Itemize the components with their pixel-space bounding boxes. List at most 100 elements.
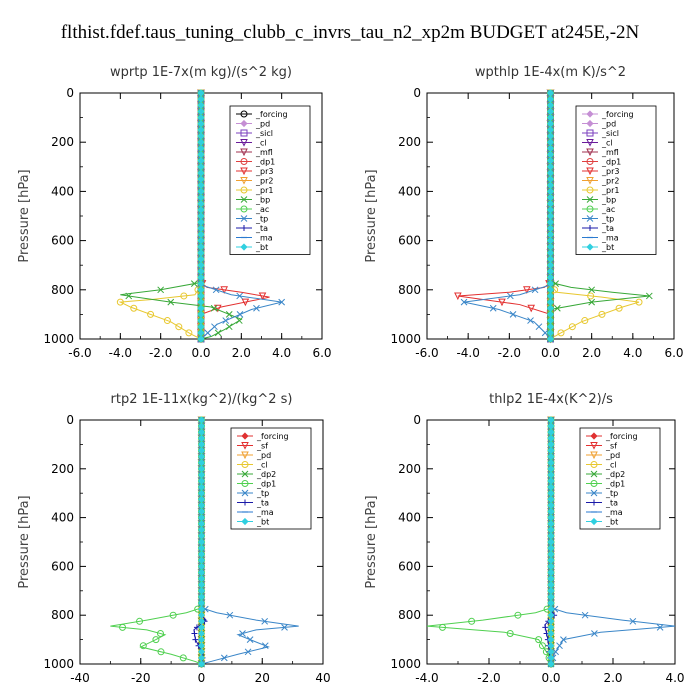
series-line — [120, 93, 243, 340]
x-tick-label: -4.0 — [456, 346, 479, 360]
x-tick-label: 2.0 — [232, 346, 251, 360]
legend-label: _sf — [256, 442, 268, 451]
series-line — [118, 93, 202, 340]
legend-label: _dp1 — [255, 158, 275, 167]
legend-marker — [586, 148, 594, 157]
legend-label: _dp2 — [605, 470, 625, 479]
data-point — [191, 630, 198, 637]
data-point — [588, 286, 596, 294]
y-axis-label: Pressure [hPa] — [364, 169, 379, 262]
legend-label: _bp — [255, 196, 270, 205]
data-point — [507, 292, 514, 300]
legend-marker — [590, 470, 598, 478]
data-point — [246, 636, 254, 643]
legend-marker — [241, 461, 249, 468]
legend-marker — [590, 442, 598, 450]
data-point — [581, 611, 589, 619]
y-tick-label: 1000 — [43, 332, 74, 346]
data-point — [225, 323, 233, 331]
data-point — [119, 623, 127, 631]
chart-panel-2: wpthlp 1E-4x(m K)/s^2 Pressure [hPa] -6.0 -… — [364, 65, 684, 360]
series-bt — [197, 416, 206, 668]
legend-label: _ta — [605, 499, 618, 508]
x-tick-label: 2.0 — [603, 671, 622, 685]
legend-label: _bt — [601, 243, 614, 252]
legend-label: _dp1 — [605, 480, 625, 489]
legend-marker — [240, 158, 248, 165]
legend-marker — [241, 432, 249, 440]
x-tick-label: -6.0 — [415, 346, 438, 360]
data-point — [212, 286, 220, 294]
legend-marker — [240, 148, 248, 157]
legend-marker — [240, 110, 248, 118]
data-point — [157, 286, 165, 294]
data-point — [239, 630, 246, 637]
legend-marker — [590, 517, 598, 526]
legend-marker — [240, 196, 248, 203]
legend-label: _bt — [256, 518, 269, 527]
data-point — [244, 648, 252, 656]
legend-label: _sicl — [255, 129, 273, 138]
data-point — [560, 636, 567, 643]
data-point — [629, 617, 637, 625]
x-tick-label: -4.0 — [415, 671, 438, 685]
data-point — [116, 298, 124, 306]
data-point — [167, 298, 175, 306]
x-tick-label: 4.0 — [272, 346, 291, 360]
legend-marker — [586, 196, 594, 203]
legend-label: _pd — [255, 120, 270, 129]
y-tick-label: 1000 — [43, 657, 74, 671]
y-tick-label: 0 — [413, 413, 421, 427]
legend-marker — [240, 167, 248, 176]
series-dp1 — [110, 416, 205, 668]
data-point — [278, 298, 286, 306]
data-point — [552, 648, 560, 656]
y-tick-label: 400 — [398, 511, 421, 525]
legend: _forcing_pd_sicl_cl_mfl_dp1_pr3_pr2_pr1_… — [575, 105, 657, 255]
data-point — [169, 611, 177, 619]
legend-marker — [590, 489, 598, 497]
legend-label: _mfl — [255, 148, 273, 157]
legend-marker — [240, 129, 248, 137]
data-point — [261, 617, 269, 625]
y-tick-label: 800 — [51, 283, 74, 297]
legend-marker — [240, 186, 248, 194]
legend-label: _ta — [255, 224, 268, 233]
data-point — [236, 292, 244, 300]
legend-label: _pr3 — [601, 167, 619, 176]
legend-marker — [586, 205, 594, 213]
legend-label: _bt — [605, 518, 618, 527]
data-point — [568, 323, 576, 331]
legend-label: _dp2 — [256, 470, 276, 479]
panel-title: rtp2 1E-11x(kg^2)/(kg^2 s) — [111, 392, 293, 407]
y-tick-label: 400 — [51, 511, 74, 525]
data-point — [192, 636, 199, 643]
legend: _forcing_sf_pd_cl_dp2_dp1_tp_ta_ma_bt — [579, 427, 661, 530]
data-point — [541, 329, 549, 337]
y-tick-label: 400 — [51, 184, 74, 198]
data-point — [210, 304, 218, 312]
data-point — [220, 286, 229, 294]
y-tick-label: 200 — [51, 135, 74, 149]
legend-marker — [240, 177, 248, 185]
data-point — [175, 323, 183, 331]
legend-marker — [586, 110, 594, 118]
legend-label: _ta — [601, 224, 614, 233]
x-tick-label: -2.0 — [477, 671, 500, 685]
y-tick-label: 600 — [398, 559, 421, 573]
legend-label: _cl — [255, 139, 267, 148]
legend-label: _sicl — [601, 129, 619, 138]
y-tick-label: 200 — [398, 135, 421, 149]
legend-label: _forcing — [255, 110, 288, 119]
y-tick-label: 200 — [51, 462, 74, 476]
legend-label: _pr2 — [601, 177, 619, 186]
data-point — [645, 292, 653, 300]
y-tick-label: 400 — [398, 184, 421, 198]
data-point — [591, 630, 598, 637]
legend-label: _ac — [255, 205, 269, 214]
data-point — [136, 617, 144, 625]
x-tick-label: 6.0 — [312, 346, 331, 360]
legend-marker — [590, 432, 598, 440]
data-point — [179, 654, 187, 662]
x-tick-label: 0.0 — [191, 346, 210, 360]
